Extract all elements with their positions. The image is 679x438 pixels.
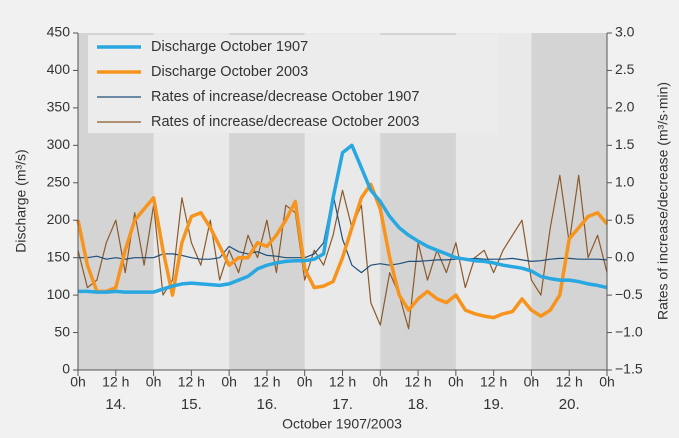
legend-background [88,35,498,133]
x-tick-label: 0h [524,374,540,390]
x-tick-label: 0h [221,374,237,390]
legend-box [88,35,498,133]
y-tick-label: 250 [47,173,71,189]
y2-tick-label: −0.5 [615,286,643,302]
x-tick-label: 0h [448,374,464,390]
x-tick-label: 0h [372,374,388,390]
series-line [76,182,609,320]
x-axis-label: October 1907/2003 [282,416,402,432]
x-tick-label: 12 h [178,374,205,390]
y2-tick-label: 2.0 [615,99,635,115]
x-tick-label: 12 h [480,374,507,390]
y-tick-label: 300 [47,136,71,152]
legend-label: Rates of increase/decrease October 1907 [151,89,419,105]
day-label: 15. [181,396,202,413]
day-label: 14. [105,396,126,413]
x-tick-label: 12 h [102,374,129,390]
y2-tick-label: 3.0 [615,24,635,40]
series-line [78,194,608,274]
x-tick-label: 0h [146,374,162,390]
y-tick-label: 200 [47,211,71,227]
x-tick-label: 0h [297,374,313,390]
legend-label: Discharge October 2003 [151,64,308,80]
day-label: 17. [332,396,353,413]
x-tick-label: 12 h [329,374,356,390]
x-tick-label: 12 h [556,374,583,390]
y2-tick-label: 2.5 [615,61,635,77]
y2-tick-label: 1.0 [615,173,635,189]
y-tick-label: 50 [54,323,70,339]
y2-tick-label: −1.5 [615,361,643,377]
x-tick-label: 0h [70,374,86,390]
y-tick-label: 100 [47,286,71,302]
series-line [78,143,608,294]
y-tick-label: 400 [47,61,71,77]
day-label: 18. [408,396,429,413]
x-tick-label: 12 h [253,374,280,390]
y-tick-label: 450 [47,24,71,40]
series-lines [76,143,609,330]
y2-axis-label: Rates of increase/decrease (m³/s·min) [655,82,671,320]
day-label: 16. [256,396,277,413]
series-line [77,174,608,330]
x-tick-label: 0h [599,374,615,390]
day-band [531,33,607,370]
day-label: 20. [559,396,580,413]
y-tick-label: 150 [47,248,71,264]
y-axis-label: Discharge (m³/s) [13,149,29,252]
y2-tick-label: −1.0 [615,323,643,339]
y2-tick-label: 1.5 [615,136,635,152]
legend-label: Rates of increase/decrease October 2003 [151,114,419,130]
y-tick-label: 0 [62,361,70,377]
y2-tick-label: 0.0 [615,248,635,264]
x-tick-label: 12 h [404,374,431,390]
y2-tick-label: 0.5 [615,211,635,227]
day-label: 19. [483,396,504,413]
legend-label: Discharge October 1907 [151,39,308,55]
y-tick-label: 350 [47,99,71,115]
